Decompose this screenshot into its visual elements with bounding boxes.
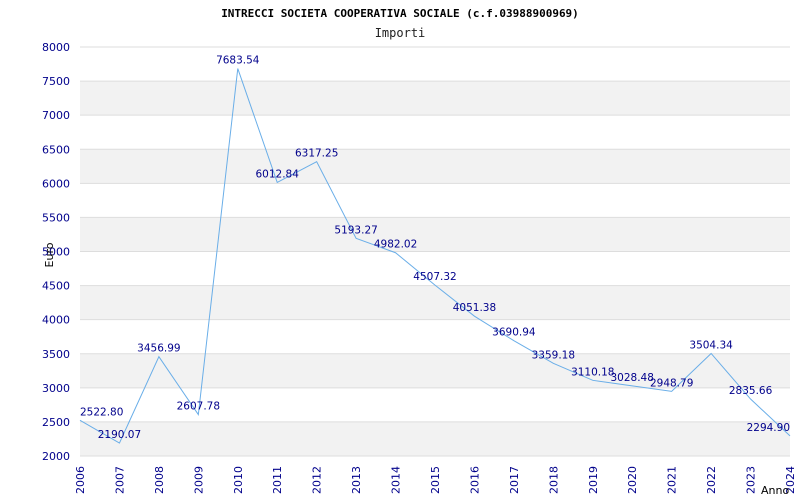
x-tick-label: 2018 [547,466,560,494]
data-label: 3690.94 [492,327,536,339]
series-line [79,68,791,444]
grid-band [80,81,790,116]
y-tick-label: 3000 [42,382,70,395]
y-tick-label: 5500 [42,211,70,224]
x-tick-label: 2007 [113,466,126,494]
grid-band [80,421,790,456]
data-label: 2948.79 [650,377,693,389]
chart-subtitle: Importi [375,26,426,40]
series-line-group [79,68,791,444]
data-label: 2522.80 [80,406,123,418]
y-tick-label: 2500 [42,416,70,429]
grid-lines [80,46,790,457]
y-tick-label: 5000 [42,246,70,259]
x-tick-label: 2019 [587,466,600,494]
y-tick-label: 6000 [42,177,70,190]
grid-band [80,285,790,320]
data-label: 3504.34 [689,339,733,351]
data-label: 4507.32 [413,271,456,283]
y-tick-label: 4500 [42,280,70,293]
x-tick-label: 2017 [508,466,521,494]
x-tick-label: 2009 [192,466,205,494]
data-label: 5193.27 [334,224,377,236]
x-tick-label: 2016 [468,466,481,494]
data-label: 7683.54 [216,55,260,67]
x-tick-label: 2020 [626,466,639,494]
data-label: 6317.25 [295,148,338,160]
data-label: 3110.18 [571,366,614,378]
x-tick-label: 2022 [705,466,718,494]
data-label: 2190.07 [98,429,141,441]
y-axis-label: Euro [43,242,56,267]
y-tick-label: 8000 [42,41,70,54]
y-axis-ticks: 2000 2500 3000 3500 4000 4500 5000 5500 6000 6500… [42,41,70,463]
grid-band [80,353,790,388]
data-label: 2294.90 [747,422,790,434]
grid-band [80,217,790,252]
data-labels: 2522.80 2190.07 3456.99 2607.78 7683.54 6012.… [80,55,790,441]
x-tick-label: 2010 [232,466,245,494]
data-label: 3359.18 [532,349,575,361]
data-label: 6012.84 [256,168,300,180]
data-label: 4051.38 [453,302,496,314]
y-tick-label: 4000 [42,314,70,327]
x-tick-label: 2023 [745,466,758,494]
y-tick-label: 7500 [42,75,70,88]
y-tick-label: 7000 [42,109,70,122]
grid-band [80,149,790,184]
data-label: 2607.78 [177,401,220,413]
data-label: 4982.02 [374,239,417,251]
x-tick-label: 2008 [153,466,166,494]
data-label: 2835.66 [729,385,773,397]
x-tick-label: 2014 [390,466,403,494]
x-tick-label: 2013 [350,466,363,494]
x-tick-label: 2015 [429,466,442,494]
y-tick-label: 6500 [42,143,70,156]
x-tick-label: 2024 [784,466,797,494]
x-tick-label: 2006 [74,466,87,494]
chart-title: INTRECCI SOCIETA COOPERATIVA SOCIALE (c.… [221,7,579,20]
data-label: 3456.99 [137,343,180,355]
x-tick-label: 2021 [666,466,679,494]
x-axis-ticks: 2006 2007 2008 2009 2010 2011 2012 2013 2014 2015… [74,466,797,494]
y-tick-label: 3500 [42,348,70,361]
grid-bands [80,81,790,456]
x-axis-label: Anno [761,484,789,497]
x-tick-label: 2012 [311,466,324,494]
y-tick-label: 2000 [42,450,70,463]
x-tick-label: 2011 [271,466,284,494]
data-label: 3028.48 [611,372,654,384]
